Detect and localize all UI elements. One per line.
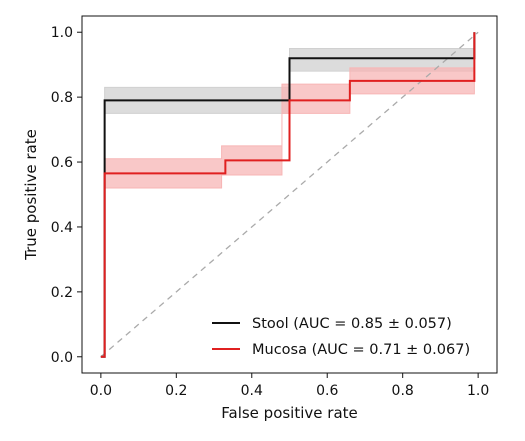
reference-line [100, 31, 479, 358]
plot-frame [81, 15, 498, 374]
y-tick-label: 0.2 [51, 285, 73, 301]
legend-label-2: Mucosa (AUC = 0.71 ± 0.067) [252, 342, 470, 358]
x-tick-label: 0.8 [392, 383, 414, 399]
x-axis-label: False positive rate [221, 404, 358, 422]
y-tick-label: 1.0 [51, 25, 73, 41]
y-axis-label: True positive rate [22, 129, 40, 261]
y-tick-label: 0.4 [51, 220, 73, 236]
legend: Stool (AUC = 0.85 ± 0.057) Mucosa (AUC = … [212, 316, 470, 358]
reference-diagonal [100, 31, 479, 358]
roc-curve-2 [100, 32, 476, 358]
roc-curves [100, 32, 476, 358]
x-tick-label: 0.0 [90, 383, 112, 399]
axes-frame [81, 15, 498, 374]
y-axis-ticks: 0.0 0.2 0.4 0.6 0.8 1.0 [51, 25, 82, 366]
x-axis-ticks: 0.0 0.2 0.4 0.6 0.8 1.0 [90, 373, 489, 399]
y-tick-label: 0.8 [51, 90, 73, 106]
y-tick-label: 0.0 [51, 350, 73, 366]
x-tick-label: 0.4 [241, 383, 263, 399]
legend-label-1: Stool (AUC = 0.85 ± 0.057) [252, 316, 452, 332]
x-tick-label: 1.0 [467, 383, 489, 399]
y-tick-label: 0.6 [51, 155, 73, 171]
x-tick-label: 0.2 [165, 383, 187, 399]
x-tick-label: 0.6 [316, 383, 338, 399]
